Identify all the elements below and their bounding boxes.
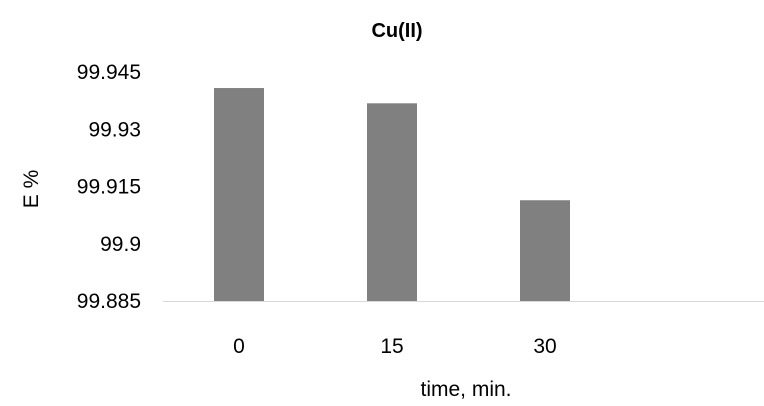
y-tick-label: 99.885 (77, 290, 141, 313)
y-tick-labels: 99.885 99.9 99.915 99.93 99.945 (77, 61, 141, 313)
x-tick-label: 30 (533, 335, 556, 358)
y-tick-label: 99.945 (77, 61, 141, 84)
chart-title: Cu(II) (371, 20, 422, 42)
x-tick-label: 15 (380, 335, 403, 358)
bars (214, 88, 570, 302)
x-axis-label: time, min. (420, 378, 511, 401)
y-tick-label: 99.915 (77, 176, 141, 199)
bar (520, 200, 570, 301)
x-tick-labels: 0 15 30 (233, 335, 557, 358)
y-tick-label: 99.9 (100, 233, 141, 256)
bar (214, 88, 264, 301)
bar (367, 103, 417, 302)
x-tick-label: 0 (233, 335, 245, 358)
y-axis-label: E % (20, 170, 43, 209)
y-tick-label: 99.93 (88, 118, 141, 141)
